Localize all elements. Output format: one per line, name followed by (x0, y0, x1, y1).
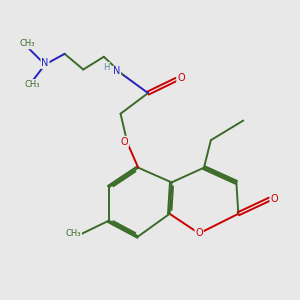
Text: CH₃: CH₃ (25, 80, 40, 89)
Text: N: N (113, 67, 120, 76)
Text: N: N (41, 58, 49, 68)
Text: O: O (195, 228, 203, 239)
Text: CH₃: CH₃ (66, 229, 81, 238)
Text: CH₃: CH₃ (20, 40, 35, 49)
Text: H: H (103, 63, 110, 72)
Text: O: O (121, 137, 128, 147)
Text: O: O (270, 194, 278, 204)
Text: O: O (177, 73, 185, 83)
